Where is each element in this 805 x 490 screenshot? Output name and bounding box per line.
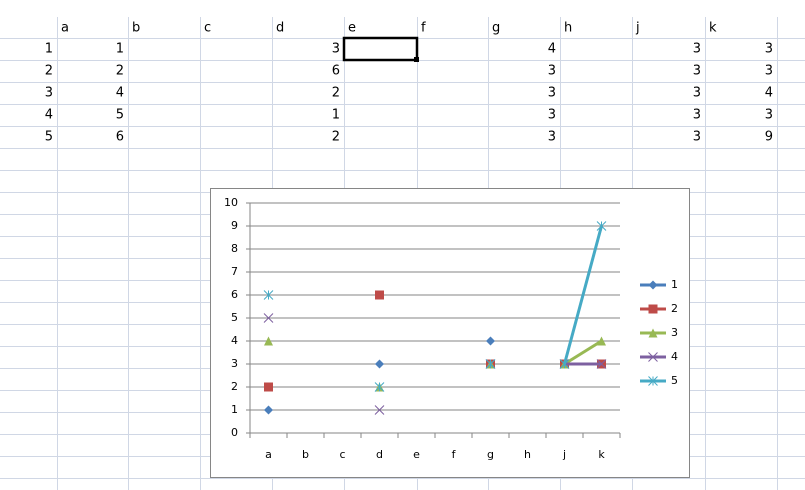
chart: 0 1 2 3 4 5 6 7 8 9 10 a b c d e f g h j k 1 2 3 4 5	[224, 196, 678, 461]
column-header: h	[564, 21, 572, 36]
cell-value[interactable]: 1	[332, 108, 340, 123]
column-header: j	[635, 21, 640, 36]
chart-area[interactable]	[210, 188, 690, 478]
cell-value[interactable]: 3	[693, 64, 701, 79]
cell-value[interactable]: 3	[765, 64, 773, 79]
column-header: g	[492, 21, 500, 36]
marker	[264, 382, 273, 392]
y-tick-label: 0	[231, 426, 238, 439]
cell-value[interactable]: 4	[45, 108, 53, 123]
column-header: k	[709, 21, 717, 36]
x-tick-label: h	[524, 448, 531, 461]
x-tick-label: f	[452, 448, 457, 461]
cell-value[interactable]: 9	[765, 130, 773, 145]
x-tick-label: b	[302, 448, 309, 461]
cell-value[interactable]: 3	[332, 42, 340, 57]
x-tick-label: g	[487, 448, 494, 461]
y-tick-label: 2	[231, 380, 238, 393]
cell-value[interactable]: 2	[116, 64, 124, 79]
marker	[374, 382, 385, 392]
y-tick-label: 10	[224, 196, 238, 209]
cell-value[interactable]: 3	[548, 108, 556, 123]
marker	[485, 359, 496, 369]
cell-value[interactable]: 3	[693, 42, 701, 57]
cell-value[interactable]: 1	[116, 42, 124, 57]
y-tick-label: 8	[231, 242, 238, 255]
marker	[648, 352, 658, 362]
marker	[648, 304, 658, 314]
cell-value[interactable]: 2	[332, 86, 340, 101]
y-tick-label: 1	[231, 403, 238, 416]
marker	[374, 405, 385, 415]
marker	[596, 359, 607, 369]
y-tick-label: 9	[231, 219, 238, 232]
series-line	[563, 339, 603, 366]
marker	[597, 336, 606, 346]
cell-value[interactable]: 3	[693, 86, 701, 101]
column-header: a	[61, 21, 69, 36]
cell-value[interactable]: 2	[332, 130, 340, 145]
cell-value[interactable]: 6	[332, 64, 340, 79]
marker	[263, 313, 274, 323]
legend-label: 3	[671, 326, 678, 339]
marker	[264, 405, 273, 415]
marker	[264, 336, 273, 346]
x-tick-label: k	[598, 448, 605, 461]
cell-value[interactable]: 4	[765, 86, 773, 101]
marker	[375, 290, 384, 300]
y-tick-label: 3	[231, 357, 238, 370]
marker	[559, 359, 570, 369]
marker	[648, 280, 658, 290]
y-tick-label: 4	[231, 334, 238, 347]
y-tick-label: 6	[231, 288, 238, 301]
legend-label: 4	[671, 350, 678, 363]
fill-handle[interactable]	[414, 57, 419, 62]
x-tick-label: c	[339, 448, 345, 461]
column-header: b	[132, 21, 140, 36]
cell-value[interactable]: 5	[116, 108, 124, 123]
marker	[648, 328, 658, 338]
cell-value[interactable]: 3	[548, 130, 556, 145]
cell-value[interactable]: 6	[116, 130, 124, 145]
series-line	[563, 225, 603, 365]
marker	[486, 336, 495, 346]
legend-label: 5	[671, 374, 678, 387]
x-tick-label: j	[562, 448, 566, 461]
marker	[596, 221, 607, 231]
cell-value[interactable]: 3	[45, 86, 53, 101]
cell-value[interactable]: 3	[548, 86, 556, 101]
cell-value[interactable]: 1	[45, 42, 53, 57]
x-tick-label: e	[413, 448, 420, 461]
cell-value[interactable]: 4	[116, 86, 124, 101]
y-tick-label: 7	[231, 265, 238, 278]
column-header: c	[204, 21, 211, 36]
cell-value[interactable]: 3	[693, 108, 701, 123]
x-tick-label: d	[376, 448, 383, 461]
cell-value[interactable]: 4	[548, 42, 556, 57]
cell-value[interactable]: 3	[693, 130, 701, 145]
cell-value[interactable]: 2	[45, 64, 53, 79]
marker	[375, 359, 384, 369]
x-tick-label: a	[265, 448, 272, 461]
legend-label: 1	[671, 278, 678, 291]
marker	[263, 290, 274, 300]
legend-label: 2	[671, 302, 678, 315]
selected-cell[interactable]	[342, 36, 419, 62]
marker	[648, 376, 658, 386]
cell-value[interactable]: 5	[45, 130, 53, 145]
column-header: e	[348, 21, 356, 36]
cell-value[interactable]: 3	[548, 64, 556, 79]
y-tick-label: 5	[231, 311, 238, 324]
column-header: f	[421, 21, 426, 36]
column-header: d	[276, 21, 284, 36]
cell-value[interactable]: 3	[765, 42, 773, 57]
cell-value[interactable]: 3	[765, 108, 773, 123]
